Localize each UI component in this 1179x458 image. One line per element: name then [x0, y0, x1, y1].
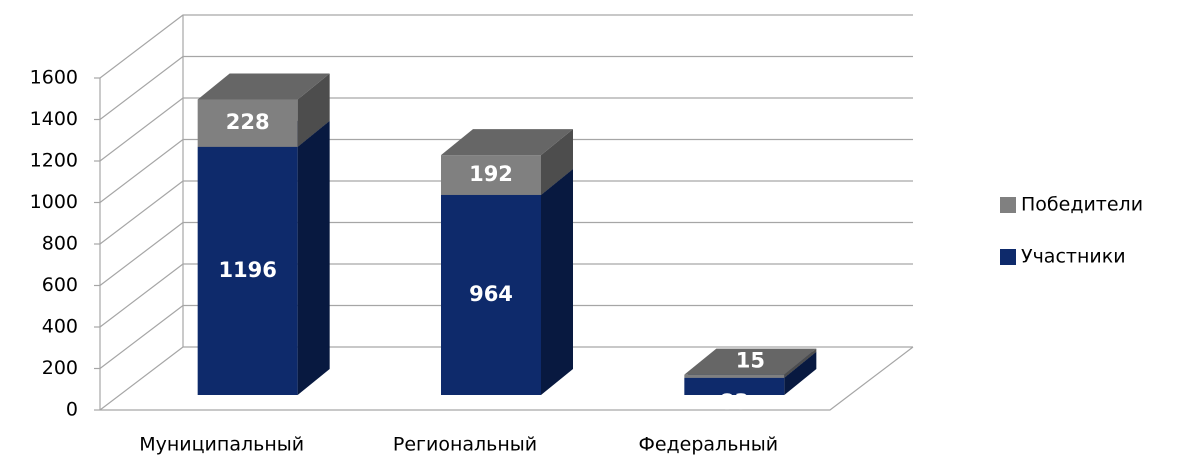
- data-label: 15: [736, 349, 765, 373]
- y-tick-label: 0: [66, 399, 78, 421]
- y-tick-label: 600: [42, 274, 78, 296]
- data-label: 1196: [218, 258, 276, 282]
- data-label: 228: [226, 110, 270, 134]
- legend-swatch: [1000, 197, 1016, 213]
- bar-side: [784, 348, 817, 378]
- y-tick-label: 400: [42, 316, 78, 338]
- y-tick-label: 200: [42, 357, 78, 379]
- floor: [100, 346, 914, 411]
- legend-label: Участники: [1021, 246, 1126, 268]
- bar: [441, 155, 541, 195]
- y-tick-label: 1400: [30, 108, 78, 130]
- bar: [197, 99, 298, 147]
- bar-top: [441, 129, 573, 156]
- x-tick-label: Федеральный: [638, 434, 778, 456]
- y-tick-label: 1000: [30, 191, 78, 213]
- bar: [197, 146, 298, 395]
- legend-label: Победители: [1021, 194, 1143, 216]
- bar-side: [541, 168, 573, 395]
- y-tick-label: 1200: [30, 150, 78, 172]
- grid-line: [99, 14, 913, 79]
- bar: [441, 194, 541, 395]
- bar: [684, 374, 785, 378]
- bar-side: [784, 351, 817, 395]
- bar-side: [541, 129, 573, 195]
- x-tick-label: Региональный: [393, 434, 537, 456]
- x-tick-label: Муниципальный: [139, 434, 304, 456]
- data-label: 192: [469, 162, 513, 186]
- bar-side: [297, 120, 330, 395]
- bar: [684, 377, 785, 395]
- bar-top: [684, 348, 817, 375]
- bar-top: [197, 73, 330, 100]
- data-label: 964: [469, 282, 513, 306]
- legend-swatch: [1000, 249, 1016, 265]
- y-tick-label: 1600: [30, 67, 78, 89]
- y-tick-label: 800: [42, 233, 78, 255]
- data-label: 83: [720, 390, 749, 414]
- bar-side: [297, 73, 330, 147]
